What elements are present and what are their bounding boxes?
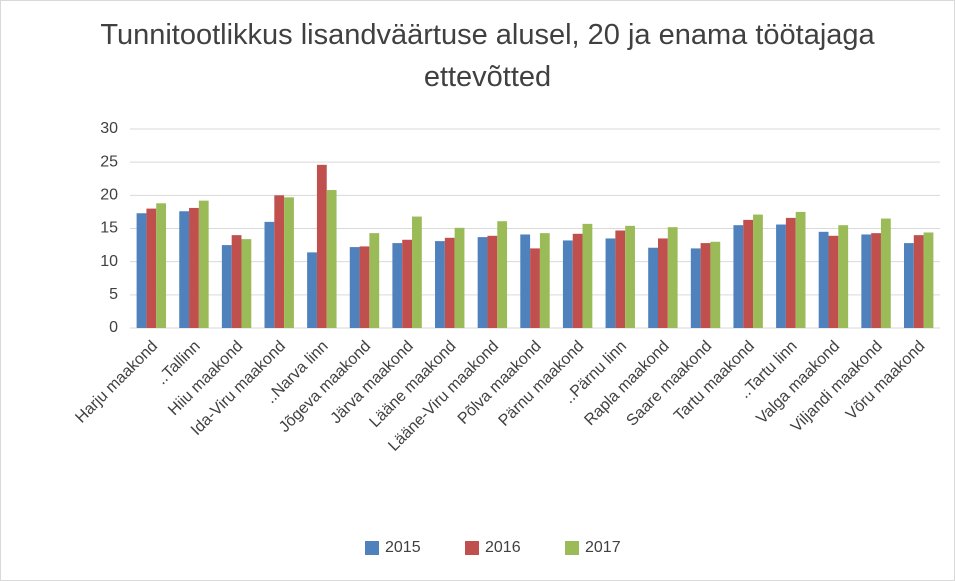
bar: [359, 246, 370, 328]
bar: [710, 241, 721, 328]
bar: [700, 243, 711, 328]
bar: [562, 240, 573, 328]
bar: [657, 238, 668, 328]
y-tick-label: 0: [109, 319, 118, 336]
bar: [753, 214, 763, 328]
y-tick-label: 10: [100, 253, 118, 270]
bar: [198, 200, 209, 328]
bar: [880, 218, 891, 328]
bar: [539, 233, 550, 328]
bar: [392, 243, 403, 328]
x-tick-label: Harju maakond: [72, 338, 161, 427]
bar: [477, 237, 488, 328]
y-tick-label: 30: [100, 120, 118, 137]
bar: [444, 237, 455, 328]
bar: [497, 221, 508, 328]
bar: [903, 243, 914, 328]
bar: [923, 232, 934, 328]
bar: [189, 207, 199, 328]
bar: [349, 247, 360, 328]
bar: [520, 234, 531, 328]
bar: [454, 227, 465, 328]
bar: [402, 239, 413, 328]
bar: [795, 211, 806, 328]
legend-swatch: [565, 541, 579, 555]
bar: [284, 197, 294, 328]
bar: [326, 190, 337, 328]
x-tick-label: Hiiu maakond: [165, 338, 246, 419]
bar: [785, 217, 796, 328]
legend-swatch: [365, 541, 379, 555]
bar: [913, 235, 924, 328]
bar: [667, 227, 678, 328]
bar: [818, 231, 829, 328]
bar: [316, 164, 327, 328]
chart-title: Tunnitootlikkus lisandväärtuse alusel, 2…: [100, 19, 875, 93]
bar: [776, 224, 786, 328]
bar: [136, 213, 147, 328]
bar: [221, 245, 232, 328]
legend-label: 2015: [385, 539, 421, 556]
bar: [828, 235, 839, 328]
bar: [412, 216, 422, 328]
bar: [690, 248, 701, 328]
bar: [530, 248, 540, 328]
bar: [838, 225, 849, 328]
bar: [231, 235, 242, 328]
bar: [487, 235, 498, 328]
legend-label: 2017: [585, 539, 621, 556]
bar: [605, 238, 616, 328]
bar: [369, 233, 380, 328]
bar: [156, 203, 167, 328]
bar: [435, 241, 445, 328]
bar: [615, 230, 626, 328]
bar: [146, 208, 157, 328]
bar: [733, 225, 744, 328]
y-tick-label: 5: [109, 286, 118, 303]
bar: [871, 233, 881, 328]
legend-swatch: [465, 541, 479, 555]
bar: [274, 195, 285, 328]
bar: [179, 211, 190, 328]
legend-label: 2016: [485, 539, 521, 556]
x-tick-label: Võru maakond: [843, 338, 929, 424]
y-tick-label: 25: [100, 153, 118, 170]
y-tick-label: 15: [100, 220, 118, 237]
bar: [861, 234, 872, 328]
bar: [307, 252, 317, 328]
bar: [743, 219, 754, 328]
bar: [572, 233, 583, 328]
bar: [582, 223, 593, 328]
bar: [264, 221, 275, 328]
y-tick-label: 20: [100, 187, 118, 204]
bar: [241, 239, 252, 328]
bar: [625, 225, 635, 328]
bar: [648, 247, 658, 328]
